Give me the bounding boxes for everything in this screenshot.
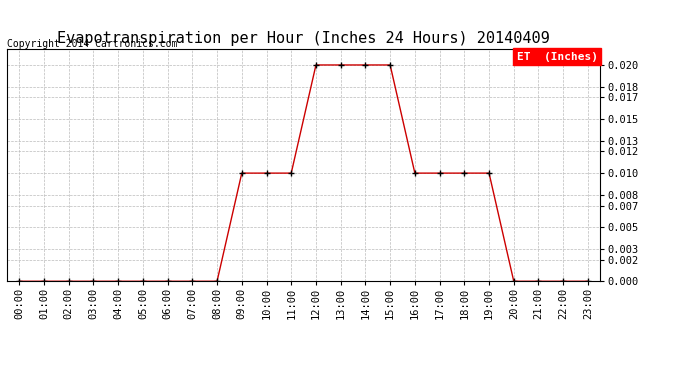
- Text: ET  (Inches): ET (Inches): [517, 51, 598, 62]
- Text: Copyright 2014 Cartronics.com: Copyright 2014 Cartronics.com: [7, 39, 177, 50]
- Title: Evapotranspiration per Hour (Inches 24 Hours) 20140409: Evapotranspiration per Hour (Inches 24 H…: [57, 31, 550, 46]
